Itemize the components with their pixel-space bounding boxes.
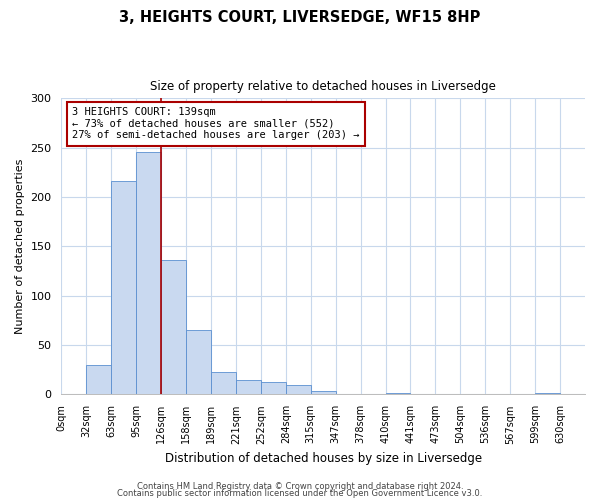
- Bar: [161, 260, 186, 394]
- Bar: [86, 365, 111, 394]
- Text: 3, HEIGHTS COURT, LIVERSEDGE, WF15 8HP: 3, HEIGHTS COURT, LIVERSEDGE, WF15 8HP: [119, 10, 481, 25]
- Bar: [186, 330, 211, 394]
- Text: 3 HEIGHTS COURT: 139sqm
← 73% of detached houses are smaller (552)
27% of semi-d: 3 HEIGHTS COURT: 139sqm ← 73% of detache…: [72, 107, 359, 140]
- Bar: [261, 382, 286, 394]
- Text: Contains HM Land Registry data © Crown copyright and database right 2024.: Contains HM Land Registry data © Crown c…: [137, 482, 463, 491]
- Bar: [111, 181, 136, 394]
- Bar: [136, 152, 161, 394]
- Title: Size of property relative to detached houses in Liversedge: Size of property relative to detached ho…: [150, 80, 496, 93]
- Bar: [311, 392, 335, 394]
- Bar: [211, 372, 236, 394]
- Bar: [286, 384, 311, 394]
- Text: Contains public sector information licensed under the Open Government Licence v3: Contains public sector information licen…: [118, 489, 482, 498]
- Bar: [236, 380, 261, 394]
- X-axis label: Distribution of detached houses by size in Liversedge: Distribution of detached houses by size …: [164, 452, 482, 465]
- Y-axis label: Number of detached properties: Number of detached properties: [15, 158, 25, 334]
